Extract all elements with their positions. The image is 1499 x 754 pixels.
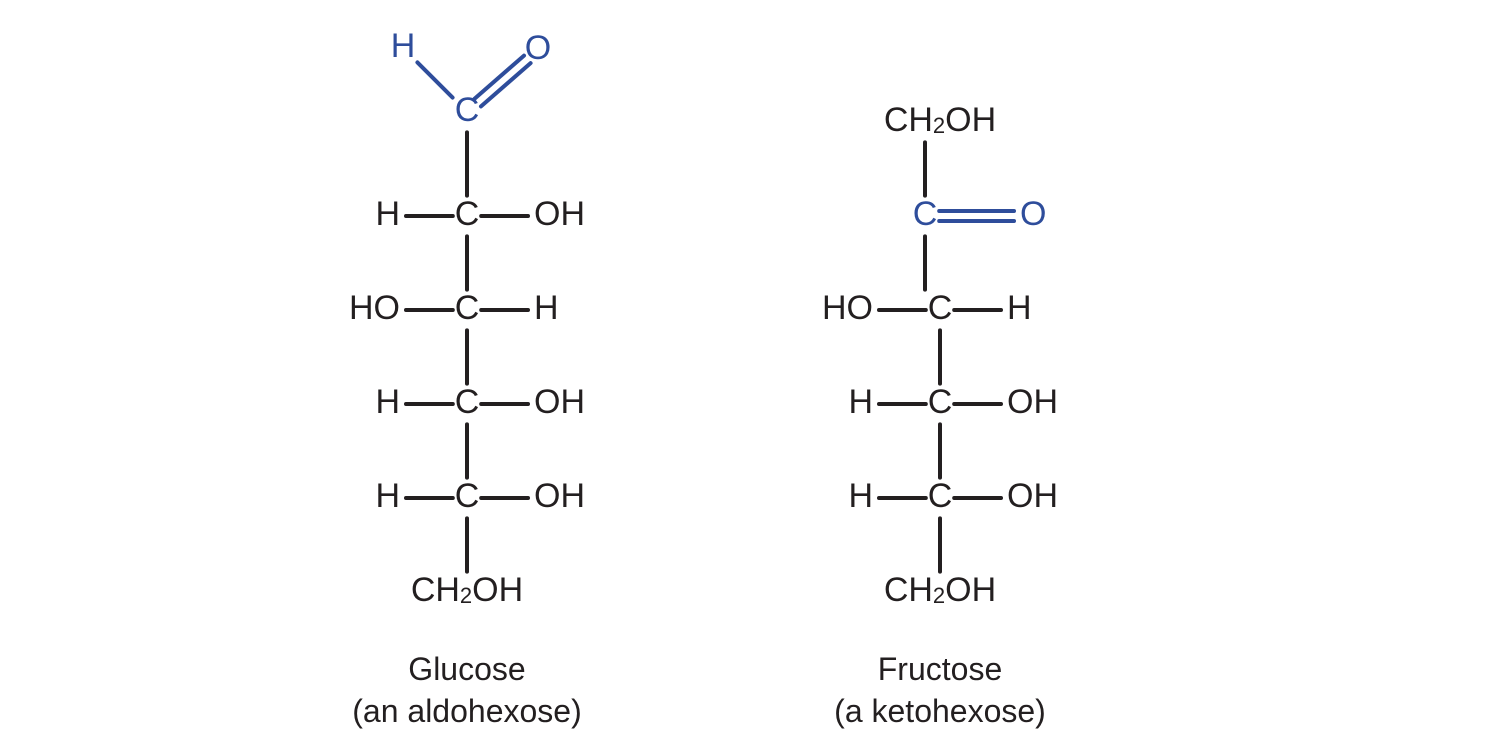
atom-fH5: H — [848, 477, 873, 515]
atom-H3: H — [534, 289, 559, 327]
atom-fH4: H — [848, 383, 873, 421]
atom-fOH5: OH — [1007, 477, 1058, 515]
atom-fCH2OH1: CH2OH — [884, 101, 996, 139]
atom-fH3: H — [1007, 289, 1032, 327]
atom-H4: H — [375, 383, 400, 421]
atom-fC2: C — [913, 195, 938, 233]
atom-CH2OH: CH2OH — [411, 571, 523, 609]
glucose-caption-line2: (an aldohexose) — [352, 693, 581, 729]
molecule-fructose: CH2OH C O HO C H H C OH H C OH CH2OH Fructose (a ketoh… — [822, 101, 1058, 729]
atom-O_ald: O — [525, 29, 551, 67]
atom-H5: H — [375, 477, 400, 515]
atom-OH5: OH — [534, 477, 585, 515]
atom-fCH2OH6: CH2OH — [884, 571, 996, 609]
fructose-caption-line2: (a ketohexose) — [834, 693, 1046, 729]
atom-fOH4: OH — [1007, 383, 1058, 421]
atom-H_ald: H — [391, 27, 416, 65]
atom-fO2: O — [1020, 195, 1046, 233]
atom-C4: C — [455, 383, 480, 421]
atom-C5: C — [455, 477, 480, 515]
molecule-glucose: HOCHCOHHOCHHCOHHCOHCH2OHGlucose(an aldoh… — [349, 27, 585, 729]
atom-OH2: OH — [534, 195, 585, 233]
atom-fHO3: HO — [822, 289, 873, 327]
fructose-caption-line1: Fructose — [878, 651, 1002, 687]
atom-fC5: C — [928, 477, 953, 515]
atom-C1: C — [455, 91, 480, 129]
atom-H2: H — [375, 195, 400, 233]
atom-HO3: HO — [349, 289, 400, 327]
atom-C2: C — [455, 195, 480, 233]
atom-OH4: OH — [534, 383, 585, 421]
chemistry-diagram: HOCHCOHHOCHHCOHHCOHCH2OHGlucose(an aldoh… — [0, 0, 1499, 754]
atom-C3: C — [455, 289, 480, 327]
atom-fC3: C — [928, 289, 953, 327]
glucose-caption-line1: Glucose — [408, 651, 525, 687]
bond — [417, 62, 452, 97]
atom-fC4: C — [928, 383, 953, 421]
